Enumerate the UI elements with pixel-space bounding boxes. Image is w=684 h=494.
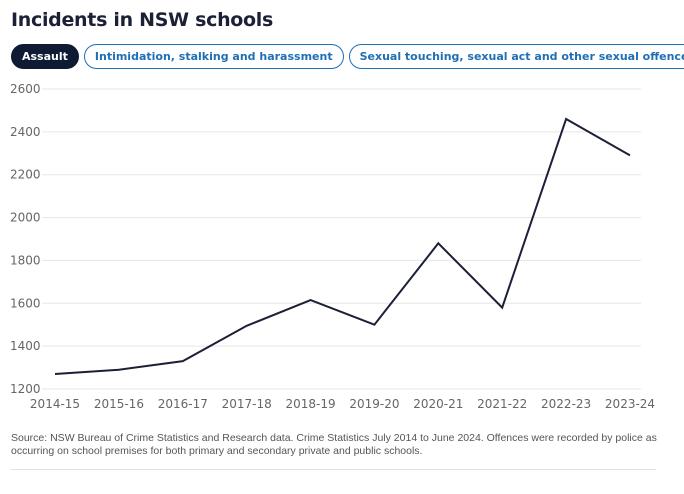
source-note: Source: NSW Bureau of Crime Statistics a… xyxy=(11,432,657,457)
x-tick-label: 2015-16 xyxy=(94,397,144,411)
x-tick-label: 2021-22 xyxy=(477,397,527,411)
x-tick-label: 2018-19 xyxy=(285,397,335,411)
x-tick-label: 2016-17 xyxy=(158,397,208,411)
series-line-assault xyxy=(54,117,631,375)
category-tabs: Assault Intimidation, stalking and haras… xyxy=(11,44,684,69)
y-tick-label: 2600 xyxy=(10,82,41,96)
y-tick-label: 1200 xyxy=(10,382,41,396)
x-tick-label: 2017-18 xyxy=(222,397,272,411)
y-tick-label: 2400 xyxy=(10,125,41,139)
y-tick-label: 1400 xyxy=(10,339,41,353)
chart-canvas: 1200 1400 1600 1800 2000 2200 2400 2600 2014-15 2… xyxy=(10,82,655,411)
chart-title: Incidents in NSW schools xyxy=(11,9,274,31)
line-chart: 1200 1400 1600 1800 2000 2200 2400 2600 2014-15 2… xyxy=(0,78,684,418)
x-tick-label: 2014-15 xyxy=(30,397,80,411)
tab-intimidation-stalking-harassment[interactable]: Intimidation, stalking and harassment xyxy=(83,44,344,69)
x-tick-label: 2023-24 xyxy=(605,397,655,411)
tab-assault[interactable]: Assault xyxy=(11,44,79,69)
y-tick-label: 1800 xyxy=(10,253,41,267)
y-tick-label: 2000 xyxy=(10,211,41,225)
footer-divider xyxy=(11,469,656,470)
x-tick-label: 2020-21 xyxy=(413,397,463,411)
y-tick-label: 2200 xyxy=(10,168,41,182)
y-tick-label: 1600 xyxy=(10,296,41,310)
x-tick-label: 2019-20 xyxy=(349,397,399,411)
tab-sexual-offences[interactable]: Sexual touching, sexual act and other se… xyxy=(348,44,684,69)
x-tick-label: 2022-23 xyxy=(541,397,591,411)
